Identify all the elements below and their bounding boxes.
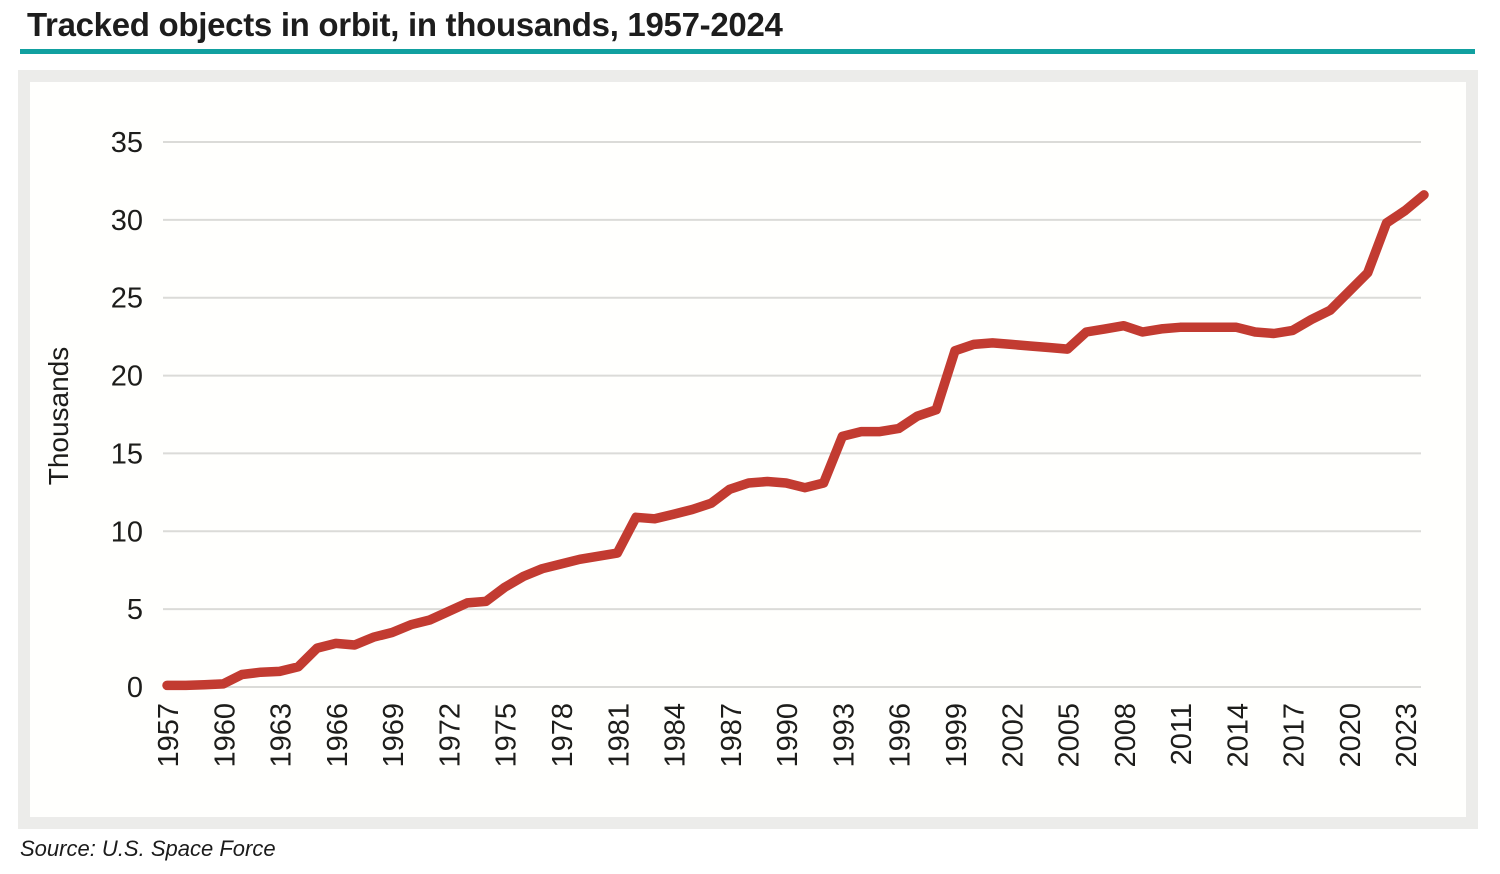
chart-card bbox=[18, 70, 1478, 829]
y-axis-title: Thousands bbox=[43, 347, 74, 486]
x-tick-label: 2011 bbox=[1166, 703, 1198, 765]
x-tick-label: 1978 bbox=[547, 703, 579, 768]
y-tick-label: 20 bbox=[111, 361, 143, 393]
x-tick-label: 2023 bbox=[1391, 703, 1423, 768]
y-tick-label: 5 bbox=[127, 594, 143, 626]
y-tick-label: 30 bbox=[111, 205, 143, 237]
x-tick-label: 1987 bbox=[716, 703, 748, 768]
x-tick-label: 1957 bbox=[153, 703, 185, 768]
x-tick-label: 1990 bbox=[772, 703, 804, 768]
title-rule bbox=[20, 49, 1475, 54]
x-tick-label: 1975 bbox=[491, 703, 523, 768]
x-tick-label: 2020 bbox=[1335, 703, 1367, 768]
source-note: Source: U.S. Space Force bbox=[20, 836, 276, 861]
x-tick-label: 1969 bbox=[378, 703, 410, 768]
x-tick-label: 1993 bbox=[828, 703, 860, 768]
y-tick-label: 10 bbox=[111, 516, 143, 548]
y-tick-label: 15 bbox=[111, 438, 143, 470]
x-tick-label: 2014 bbox=[1222, 703, 1254, 768]
x-tick-label: 1999 bbox=[941, 703, 973, 768]
x-tick-label: 2017 bbox=[1279, 703, 1311, 768]
x-tick-label: 2002 bbox=[997, 703, 1029, 768]
x-tick-label: 2008 bbox=[1110, 703, 1142, 768]
data-line-tracked-objects bbox=[162, 190, 1429, 691]
x-tick-label: 1966 bbox=[322, 703, 354, 768]
x-tick-label: 1981 bbox=[603, 703, 635, 768]
x-tick-label: 1984 bbox=[660, 703, 692, 768]
x-tick-label: 1972 bbox=[434, 703, 466, 768]
x-tick-label: 1960 bbox=[209, 703, 241, 768]
chart-title: Tracked objects in orbit, in thousands, … bbox=[27, 6, 783, 43]
y-tick-label: 35 bbox=[111, 127, 143, 159]
x-tick-label: 1996 bbox=[885, 703, 917, 768]
y-tick-label: 0 bbox=[127, 672, 143, 704]
x-tick-label: 2005 bbox=[1054, 703, 1086, 768]
x-tick-label: 1963 bbox=[266, 703, 298, 768]
y-tick-label: 25 bbox=[111, 283, 143, 315]
